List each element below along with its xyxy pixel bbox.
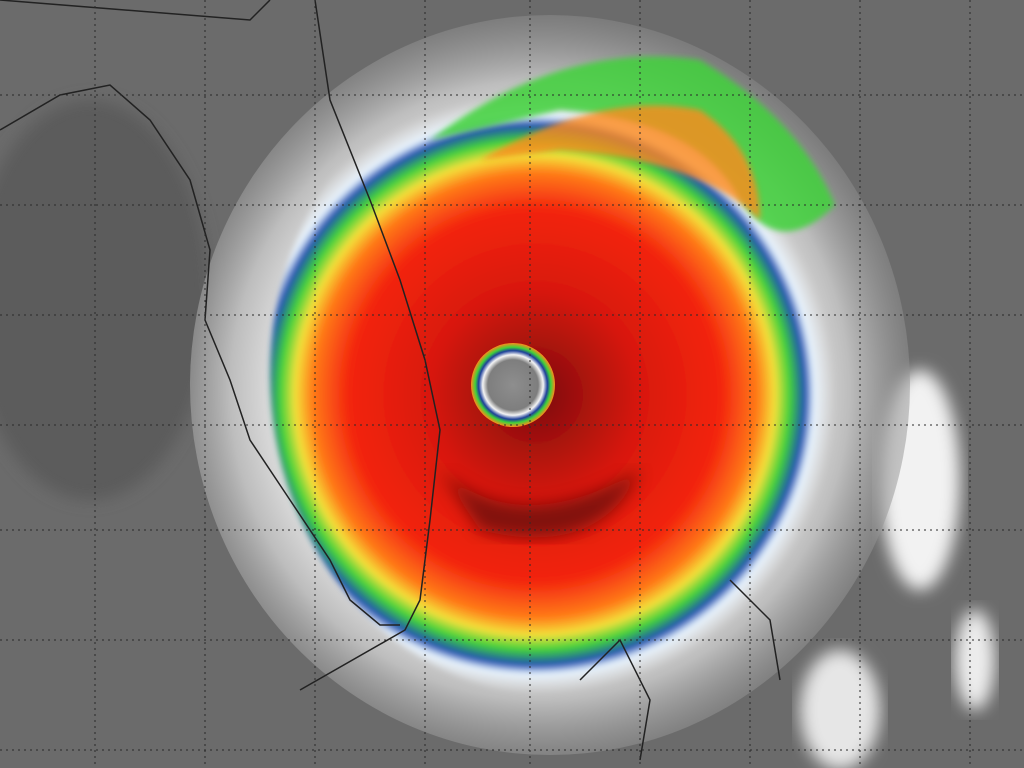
northern-rainband-inner bbox=[480, 105, 760, 220]
land-shadow bbox=[0, 100, 210, 500]
storm-convection bbox=[270, 55, 840, 695]
dark-cloud-tops bbox=[440, 470, 640, 538]
coastline bbox=[0, 0, 781, 761]
hurricane-eye bbox=[471, 343, 555, 427]
cloud-patch bbox=[955, 610, 995, 710]
